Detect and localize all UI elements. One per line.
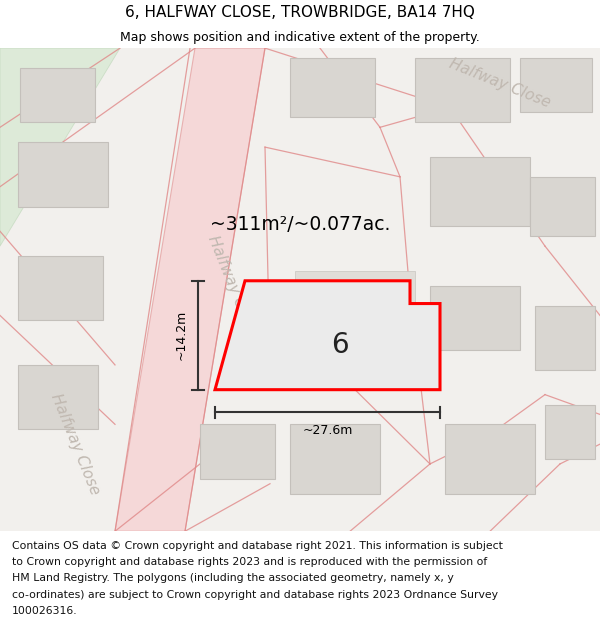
Polygon shape <box>215 281 440 389</box>
Text: 100026316.: 100026316. <box>12 606 77 616</box>
Bar <box>200 424 275 479</box>
Bar <box>290 58 375 118</box>
Bar <box>535 306 595 370</box>
Bar <box>430 157 530 226</box>
Bar <box>18 142 108 206</box>
Bar <box>18 365 98 429</box>
Text: Halfway Close: Halfway Close <box>205 233 259 339</box>
Bar <box>295 271 415 385</box>
Text: 6: 6 <box>331 331 349 359</box>
Bar <box>545 404 595 459</box>
Text: Map shows position and indicative extent of the property.: Map shows position and indicative extent… <box>120 31 480 44</box>
Bar <box>20 68 95 122</box>
Text: Halfway Close: Halfway Close <box>48 391 102 497</box>
Polygon shape <box>0 48 120 246</box>
Text: co-ordinates) are subject to Crown copyright and database rights 2023 Ordnance S: co-ordinates) are subject to Crown copyr… <box>12 590 498 600</box>
Polygon shape <box>115 48 265 531</box>
Text: ~14.2m: ~14.2m <box>175 310 188 361</box>
Text: ~311m²/~0.077ac.: ~311m²/~0.077ac. <box>210 215 390 234</box>
Bar <box>445 424 535 494</box>
Bar <box>430 286 520 350</box>
Bar <box>290 424 380 494</box>
Text: to Crown copyright and database rights 2023 and is reproduced with the permissio: to Crown copyright and database rights 2… <box>12 557 487 567</box>
Bar <box>530 177 595 236</box>
Bar <box>18 256 103 321</box>
Text: HM Land Registry. The polygons (including the associated geometry, namely x, y: HM Land Registry. The polygons (includin… <box>12 574 454 584</box>
Text: Halfway Close: Halfway Close <box>447 56 553 110</box>
Bar <box>520 58 592 112</box>
Text: Contains OS data © Crown copyright and database right 2021. This information is : Contains OS data © Crown copyright and d… <box>12 541 503 551</box>
Text: ~27.6m: ~27.6m <box>302 424 353 437</box>
Text: 6, HALFWAY CLOSE, TROWBRIDGE, BA14 7HQ: 6, HALFWAY CLOSE, TROWBRIDGE, BA14 7HQ <box>125 4 475 19</box>
Bar <box>415 58 510 122</box>
